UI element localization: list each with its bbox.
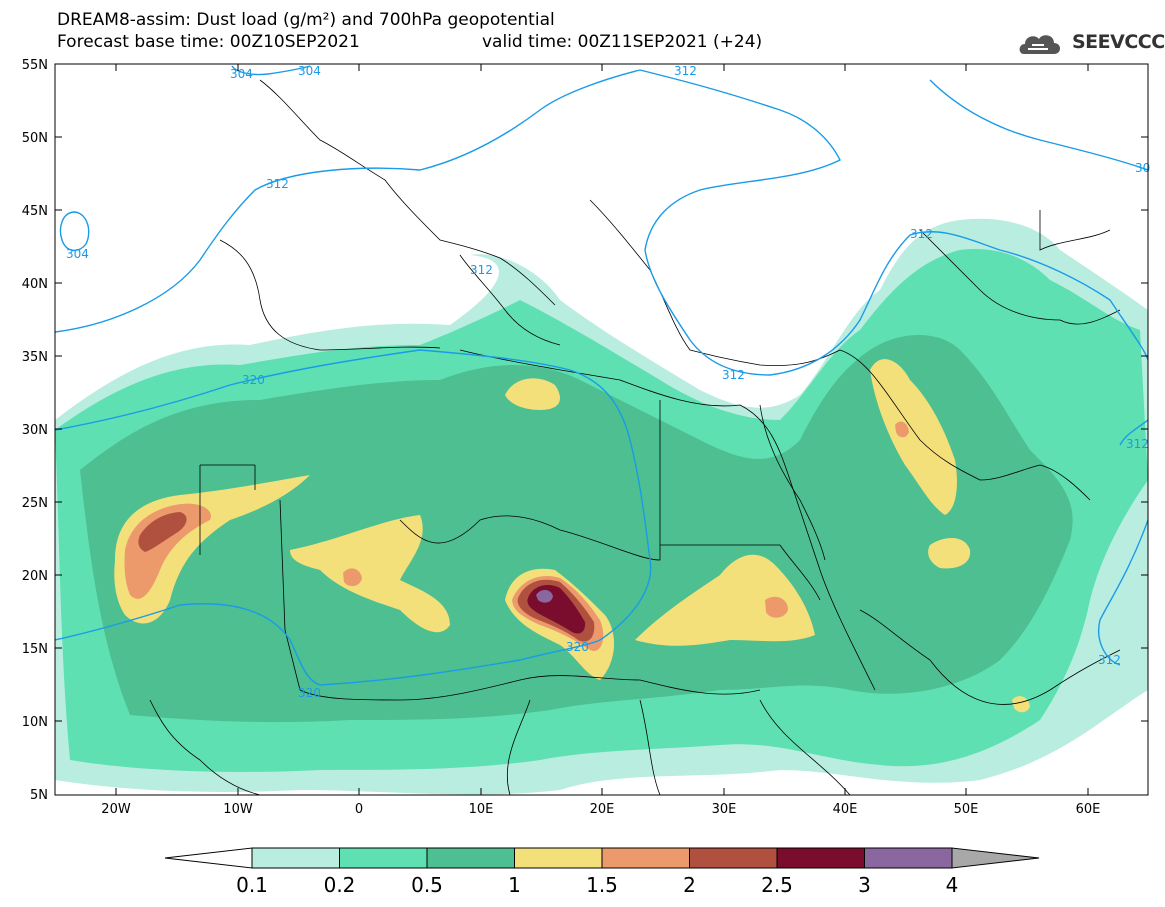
dust-band-3 bbox=[536, 589, 553, 603]
contour-label: 320 bbox=[566, 640, 589, 654]
lat-label: 10N bbox=[22, 715, 48, 730]
contour-label: 312 bbox=[1098, 653, 1121, 667]
lat-label: 15N bbox=[22, 642, 48, 657]
lon-label: 50E bbox=[954, 802, 979, 817]
contour-label: 312 bbox=[1126, 437, 1149, 451]
dust-band-1 bbox=[505, 378, 560, 410]
colorbar-cell bbox=[601, 847, 690, 869]
lon-labels: 20W 10W 0 10E 20E 30E 40E 50E 60E bbox=[101, 802, 1100, 817]
contour-label: 312 bbox=[910, 227, 933, 241]
lon-label: 20W bbox=[101, 802, 131, 817]
dust-band-1.5 bbox=[765, 596, 788, 618]
dust-band-1 bbox=[290, 515, 450, 633]
dust-band-1 bbox=[928, 538, 971, 569]
lat-label: 20N bbox=[22, 569, 48, 584]
lat-labels: 55N 50N 45N 40N 35N 30N 25N 20N 15N 10N … bbox=[22, 58, 48, 803]
lon-label: 60E bbox=[1076, 802, 1101, 817]
colorbar-cell bbox=[514, 847, 603, 869]
colorbar-label: 2 bbox=[683, 873, 696, 897]
contour-label: 320 bbox=[242, 373, 265, 387]
contour-label: 312 bbox=[674, 64, 697, 78]
lat-label: 30N bbox=[22, 423, 48, 438]
contour-label: 304 bbox=[298, 64, 321, 78]
dust-band-1.5 bbox=[343, 568, 362, 587]
contour-label: 312 bbox=[722, 368, 745, 382]
colorbar-over-arrow bbox=[951, 847, 1040, 869]
colorbar-label: 0.5 bbox=[411, 873, 443, 897]
lon-label: 10W bbox=[223, 802, 253, 817]
lat-label: 50N bbox=[22, 131, 48, 146]
contour-label: 320 bbox=[298, 686, 321, 700]
valid-time: valid time: 00Z11SEP2021 (+24) bbox=[482, 32, 763, 52]
colorbar-label: 4 bbox=[946, 873, 959, 897]
lon-label: 30E bbox=[712, 802, 737, 817]
dust-field bbox=[55, 218, 1148, 795]
contour-label: 312 bbox=[470, 263, 493, 277]
lon-axis bbox=[115, 64, 1089, 795]
colorbar-label: 3 bbox=[858, 873, 871, 897]
contour-label: 30 bbox=[1135, 161, 1150, 175]
lat-label: 40N bbox=[22, 277, 48, 292]
contour-label: 304 bbox=[230, 67, 253, 81]
colorbar-label: 0.2 bbox=[324, 873, 356, 897]
forecast-base-time: Forecast base time: 00Z10SEP2021 bbox=[57, 32, 360, 52]
dust-band-2 bbox=[138, 512, 187, 552]
colorbar-cell bbox=[251, 847, 340, 869]
lat-label: 55N bbox=[22, 58, 48, 73]
contour-label: 312 bbox=[266, 177, 289, 191]
colorbar-cell bbox=[689, 847, 778, 869]
colorbar-label: 1.5 bbox=[586, 873, 618, 897]
colorbar: 0.1 0.2 0.5 1 1.5 2 2.5 3 4 bbox=[164, 847, 1040, 897]
lat-axis bbox=[55, 63, 1148, 722]
colorbar-cell bbox=[776, 847, 865, 869]
lat-label: 25N bbox=[22, 496, 48, 511]
colorbar-cell bbox=[339, 847, 428, 869]
country-borders bbox=[149, 79, 1121, 795]
dust-band-1 bbox=[635, 554, 815, 646]
colorbar-cell bbox=[426, 847, 515, 869]
lon-label: 10E bbox=[469, 802, 494, 817]
colorbar-label: 1 bbox=[508, 873, 521, 897]
colorbar-label: 0.1 bbox=[236, 873, 268, 897]
dust-band-1 bbox=[870, 359, 957, 515]
logo-text: SEEVCCC bbox=[1072, 31, 1165, 53]
geopotential-contours bbox=[55, 65, 1148, 686]
dust-band-0.5 bbox=[80, 335, 1073, 723]
contour-labels: 304 304 312 304 312 312 320 312 312 320 … bbox=[66, 64, 1150, 700]
colorbar-under-arrow bbox=[164, 847, 253, 869]
lat-label: 5N bbox=[30, 788, 48, 803]
lon-label: 20E bbox=[590, 802, 615, 817]
dust-band-1.5 bbox=[895, 421, 909, 438]
lat-label: 45N bbox=[22, 204, 48, 219]
colorbar-cell bbox=[864, 847, 953, 869]
map-title: DREAM8-assim: Dust load (g/m²) and 700hP… bbox=[57, 10, 555, 30]
dust-band-1 bbox=[1012, 696, 1030, 713]
lat-label: 35N bbox=[22, 350, 48, 365]
contour-label: 304 bbox=[66, 247, 89, 261]
cloud-logo-icon bbox=[1019, 35, 1060, 54]
colorbar-label: 2.5 bbox=[761, 873, 793, 897]
lon-label: 0 bbox=[355, 802, 363, 817]
lon-label: 40E bbox=[833, 802, 858, 817]
